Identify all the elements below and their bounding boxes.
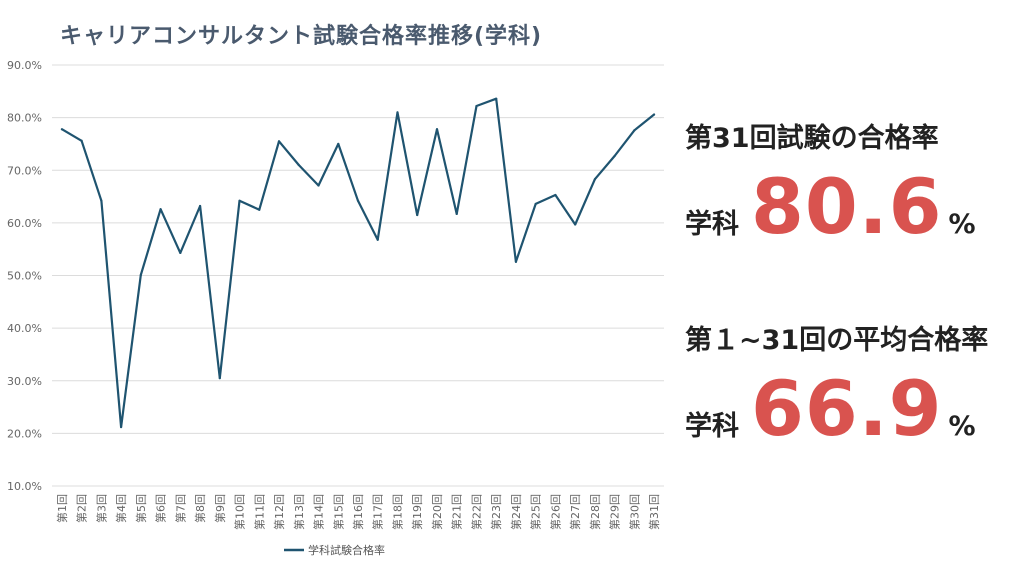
x-tick-label: 第20回 [430, 494, 444, 530]
average-rate-unit: % [948, 411, 976, 442]
y-tick-label: 70.0% [7, 164, 42, 177]
data-point [653, 113, 656, 116]
data-point [198, 204, 202, 208]
x-tick-label: 第11回 [252, 494, 266, 530]
x-tick-label: 第22回 [469, 494, 483, 530]
x-tick-label: 第8回 [193, 494, 207, 523]
x-tick-label: 第16回 [351, 494, 365, 530]
x-tick-label: 第25回 [529, 494, 543, 530]
data-point [495, 97, 498, 100]
x-tick-label: 第3回 [94, 494, 108, 523]
x-tick-label: 第17回 [371, 494, 385, 530]
x-tick-label: 第5回 [134, 494, 148, 523]
y-tick-label: 40.0% [7, 322, 42, 335]
latest-rate-value: 80.6 [751, 162, 943, 251]
data-point [258, 208, 261, 211]
x-tick-label: 第12回 [272, 494, 286, 530]
data-point [317, 184, 320, 187]
data-point [277, 140, 281, 143]
x-tick-label: 第6回 [154, 494, 168, 523]
x-tick-label: 第4回 [114, 494, 128, 523]
legend-label: 学科試験合格率 [308, 543, 385, 557]
data-point [475, 104, 478, 108]
data-point [218, 377, 221, 380]
data-point [297, 163, 300, 167]
data-point [435, 128, 439, 131]
x-tick-label: 第10回 [233, 494, 247, 530]
x-tick-label: 第23回 [489, 494, 503, 530]
data-point [179, 251, 182, 254]
y-tick-label: 10.0% [7, 480, 42, 493]
y-tick-label: 50.0% [7, 270, 42, 283]
data-point [416, 213, 419, 217]
x-tick-label: 第26回 [548, 494, 562, 530]
data-point [139, 273, 142, 277]
y-tick-label: 90.0% [7, 59, 42, 72]
x-tick-label: 第29回 [608, 494, 622, 530]
data-point [238, 199, 241, 202]
x-tick-label: 第15回 [331, 494, 345, 530]
data-point [554, 193, 557, 197]
latest-rate-unit: % [948, 209, 976, 240]
series-layer [60, 97, 656, 429]
data-point [514, 260, 518, 263]
x-tick-label: 第27回 [568, 494, 582, 530]
x-tick-label: 第13回 [292, 494, 306, 530]
x-tick-label: 第21回 [450, 494, 464, 530]
data-point [633, 129, 636, 132]
data-point [80, 139, 83, 142]
x-axis-ticks: 第1回 第2回 第3回 第4回 第5回 第6回 第7回 第8回 第9回 第10回 第11回 第12回第… [55, 494, 661, 530]
y-tick-label: 30.0% [7, 375, 42, 388]
data-point [613, 154, 616, 158]
data-point [356, 199, 360, 202]
latest-rate-row: 学科 80.6 % [685, 162, 976, 251]
y-axis-ticks: 10.0% 20.0% 30.0% 40.0% 50.0% 60.0% 70.0% 80.0%… [7, 59, 42, 493]
x-tick-label: 第30回 [627, 494, 641, 530]
average-rate-row: 学科 66.9 % [685, 364, 976, 453]
x-tick-label: 第18回 [390, 494, 404, 530]
legend: 学科試験合格率 [284, 543, 385, 557]
average-rate-value: 66.9 [751, 364, 943, 453]
data-point [593, 178, 597, 181]
series-line [61, 97, 655, 429]
data-point [337, 142, 340, 146]
average-rate-heading: 第１~31回の平均合格率 [685, 325, 989, 356]
x-tick-label: 第19回 [410, 494, 424, 530]
chart-title: キャリアコンサルタント試験合格率推移(学科) [60, 24, 543, 49]
data-point [534, 202, 537, 206]
data-point [100, 199, 103, 202]
y-tick-label: 20.0% [7, 427, 42, 440]
data-point [396, 111, 399, 114]
latest-rate-heading: 第31回試験の合格率 [685, 123, 939, 154]
data-point [60, 128, 63, 131]
data-point [119, 425, 123, 429]
data-point [159, 208, 162, 211]
data-point [574, 223, 577, 226]
x-tick-label: 第1回 [55, 494, 69, 523]
latest-rate-prefix: 学科 [685, 209, 739, 240]
x-tick-label: 第24回 [509, 494, 523, 530]
data-point [455, 212, 458, 216]
x-tick-label: 第14回 [312, 494, 326, 530]
x-tick-label: 第2回 [75, 494, 89, 523]
gridlines [52, 64, 664, 487]
x-tick-label: 第7回 [173, 494, 187, 523]
x-tick-label: 第28回 [588, 494, 602, 530]
x-tick-label: 第31回 [647, 494, 661, 530]
y-tick-label: 80.0% [7, 112, 42, 125]
y-tick-label: 60.0% [7, 217, 42, 230]
average-rate-prefix: 学科 [685, 411, 739, 442]
data-point [376, 238, 379, 241]
line-chart: 10.0% 20.0% 30.0% 40.0% 50.0% 60.0% 70.0% 80.0%… [7, 59, 664, 557]
x-tick-label: 第9回 [213, 494, 227, 523]
